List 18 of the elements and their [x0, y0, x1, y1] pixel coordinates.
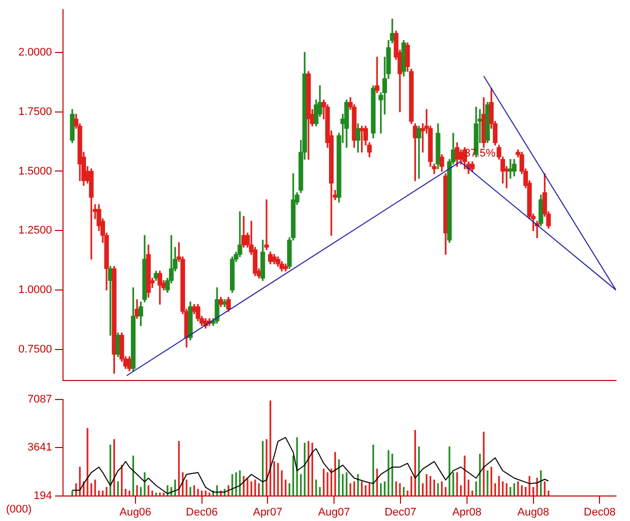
y-tick-label: 0.7500	[18, 344, 52, 356]
y-tick-label: 1.5000	[18, 165, 52, 178]
y-tick-label: 2.0000	[18, 46, 52, 58]
y-tick-label: 7087	[28, 394, 52, 406]
x-tick-label: Dec07	[384, 506, 416, 518]
x-tick-label: Aug06	[119, 506, 152, 518]
y-axis-title: (000)	[6, 504, 32, 516]
x-tick-label: Apr07	[252, 506, 282, 518]
x-tick-label: Aug07	[318, 506, 350, 518]
y-tick-label: 1.7500	[18, 106, 52, 118]
x-tick-label: Aug08	[517, 506, 550, 518]
x-tick-label: Dec06	[186, 506, 218, 518]
y-tick-label: 1.2500	[18, 224, 52, 237]
x-tick-label: Dec08	[584, 506, 616, 518]
y-tick-label: 194	[34, 490, 52, 502]
y-tick-label: 3641	[28, 442, 52, 454]
y-tick-label: 1.0000	[18, 284, 52, 296]
x-tick-label: Apr08	[452, 506, 482, 518]
